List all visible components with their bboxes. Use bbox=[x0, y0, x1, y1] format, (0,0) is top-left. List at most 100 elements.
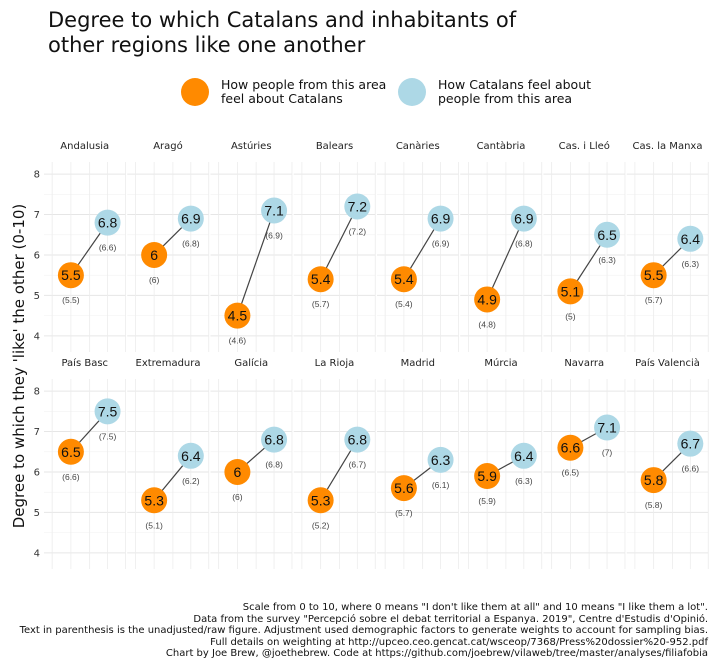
y-tick-label: 7 bbox=[34, 210, 40, 221]
point-about-catalans bbox=[390, 266, 417, 293]
facet-panel: Galícia 6 6.8 (6) (6.8) bbox=[210, 357, 293, 569]
y-tick-label: 6 bbox=[34, 250, 40, 261]
chart-title-line2: other regions like one another bbox=[48, 33, 366, 57]
value-label-about-catalans: 5.8 bbox=[644, 472, 664, 488]
value-label-about-catalans: 5.4 bbox=[311, 271, 331, 287]
raw-label-catalans-about: (7) bbox=[602, 448, 613, 458]
point-catalans-about bbox=[510, 442, 537, 469]
point-catalans-about bbox=[594, 221, 621, 248]
value-label-catalans-about: 6.8 bbox=[264, 432, 284, 448]
raw-label-catalans-about: (6.3) bbox=[598, 255, 616, 265]
facet-panel: País Valencià 5.8 6.7 (5.8) (6.6) bbox=[626, 357, 709, 569]
facet-panel: Aragó 6 6.9 (6) (6.8) bbox=[127, 140, 210, 352]
facet-strip-label: La Rioja bbox=[315, 358, 355, 369]
point-catalans-about bbox=[344, 193, 371, 220]
value-label-about-catalans: 5.1 bbox=[561, 283, 581, 299]
value-label-about-catalans: 5.5 bbox=[61, 267, 81, 283]
facet-strip-label: Cas. la Manxa bbox=[633, 141, 703, 152]
value-label-catalans-about: 7.2 bbox=[348, 198, 368, 214]
facet-panel: Astúries 4.5 7.1 (4.6) (6.9) bbox=[210, 140, 293, 352]
point-about-catalans bbox=[640, 262, 667, 289]
facet-panel: La Rioja 5.3 6.8 (5.2) (6.7) bbox=[293, 358, 376, 569]
point-catalans-about bbox=[427, 205, 454, 232]
raw-label-about-catalans: (4.8) bbox=[478, 319, 496, 329]
raw-label-about-catalans: (6.6) bbox=[62, 472, 80, 482]
facet-panel: Madrid 5.6 6.3 (5.7) (6.1) bbox=[377, 358, 459, 569]
legend-label: How Catalans feel about people from this… bbox=[438, 78, 591, 106]
facet-strip-label: País Valencià bbox=[635, 357, 700, 369]
point-about-catalans bbox=[307, 266, 334, 293]
value-label-about-catalans: 6 bbox=[233, 464, 241, 480]
raw-label-catalans-about: (6.9) bbox=[432, 239, 450, 249]
facet-panel: Múrcia 5.9 6.4 (5.9) (6.3) bbox=[460, 357, 543, 569]
connector-line bbox=[236, 210, 275, 316]
point-about-catalans bbox=[141, 241, 168, 268]
y-tick-label: 4 bbox=[34, 331, 40, 342]
raw-label-catalans-about: (6.6) bbox=[682, 464, 700, 474]
value-label-catalans-about: 6.9 bbox=[181, 211, 201, 227]
facet-panel: Andalusia 5.5 6.8 (5.5) (6.6) bbox=[44, 141, 126, 352]
legend-label-line2: feel about Catalans bbox=[221, 91, 343, 106]
value-label-about-catalans: 4.9 bbox=[477, 291, 497, 307]
value-label-catalans-about: 6.4 bbox=[514, 448, 534, 464]
facet-panel: Balears 5.4 7.2 (5.7) (7.2) bbox=[293, 141, 376, 352]
point-catalans-about bbox=[594, 414, 621, 441]
raw-label-catalans-about: (7.5) bbox=[99, 431, 117, 441]
raw-label-catalans-about: (6.8) bbox=[182, 239, 200, 249]
point-about-catalans bbox=[640, 467, 667, 494]
value-label-catalans-about: 6.7 bbox=[681, 436, 701, 452]
value-label-about-catalans: 5.3 bbox=[144, 492, 164, 508]
raw-label-about-catalans: (5.8) bbox=[645, 500, 663, 510]
point-catalans-about bbox=[177, 442, 204, 469]
raw-label-about-catalans: (5.9) bbox=[478, 496, 496, 506]
y-tick-label: 8 bbox=[34, 170, 40, 181]
raw-label-about-catalans: (5.2) bbox=[312, 520, 330, 530]
faceted-dot-chart: Degree to which they 'like' the other (0… bbox=[10, 140, 709, 569]
y-tick-label: 7 bbox=[34, 427, 40, 438]
legend-label-line2: people from this area bbox=[438, 91, 573, 106]
raw-label-catalans-about: (6.7) bbox=[349, 460, 367, 470]
facet-strip-label: Múrcia bbox=[484, 357, 517, 369]
point-catalans-about bbox=[677, 430, 704, 457]
point-catalans-about bbox=[94, 398, 121, 425]
caption-line: Data from the survey "Percepció sobre el… bbox=[193, 613, 708, 625]
connector-line bbox=[486, 218, 525, 300]
caption-line: Chart by Joe Brew, @joethebrew. Code at … bbox=[165, 648, 708, 660]
value-label-about-catalans: 5.9 bbox=[477, 468, 497, 484]
facet-panel: Extremadura 5.3 6.4 (5.1) (6.2) bbox=[127, 358, 210, 569]
value-label-catalans-about: 6.8 bbox=[98, 215, 118, 231]
point-catalans-about bbox=[344, 426, 371, 453]
value-label-catalans-about: 6.4 bbox=[681, 231, 701, 247]
value-label-catalans-about: 7.1 bbox=[264, 203, 284, 219]
point-catalans-about bbox=[261, 197, 288, 224]
facet-panel: Cas. i Lleó 5.1 6.5 (5) (6.3) bbox=[543, 140, 626, 352]
value-label-about-catalans: 6.6 bbox=[561, 440, 581, 456]
raw-label-about-catalans: (5.5) bbox=[62, 295, 80, 305]
y-tick-label: 6 bbox=[34, 467, 40, 478]
facet-strip-label: Balears bbox=[316, 141, 353, 152]
caption-line: Full details on weighting at http://upce… bbox=[210, 636, 708, 648]
raw-label-about-catalans: (5.1) bbox=[145, 520, 163, 530]
value-label-catalans-about: 7.5 bbox=[98, 403, 118, 419]
point-about-catalans bbox=[141, 487, 168, 514]
raw-label-catalans-about: (6.8) bbox=[265, 460, 283, 470]
value-label-about-catalans: 5.3 bbox=[311, 492, 331, 508]
raw-label-about-catalans: (6) bbox=[149, 275, 160, 285]
value-label-about-catalans: 5.6 bbox=[394, 480, 414, 496]
raw-label-about-catalans: (5.7) bbox=[395, 508, 413, 518]
point-catalans-about bbox=[510, 205, 537, 232]
point-catalans-about bbox=[427, 446, 454, 473]
facet-strip-label: Astúries bbox=[231, 140, 272, 152]
raw-label-about-catalans: (5.7) bbox=[312, 299, 330, 309]
legend-swatch-blue bbox=[398, 78, 426, 106]
y-tick-label: 5 bbox=[34, 291, 40, 302]
raw-label-about-catalans: (4.6) bbox=[229, 336, 247, 346]
raw-label-about-catalans: (5.4) bbox=[395, 299, 413, 309]
value-label-catalans-about: 6.9 bbox=[431, 211, 451, 227]
facet-panel: Cas. la Manxa 5.5 6.4 (5.7) (6.3) bbox=[626, 141, 709, 352]
value-label-about-catalans: 6 bbox=[150, 247, 158, 263]
point-catalans-about bbox=[94, 209, 121, 236]
facet-strip-label: Aragó bbox=[153, 140, 183, 152]
legend-item-about-catalans: How people from this area feel about Cat… bbox=[181, 78, 386, 106]
point-about-catalans bbox=[307, 487, 334, 514]
